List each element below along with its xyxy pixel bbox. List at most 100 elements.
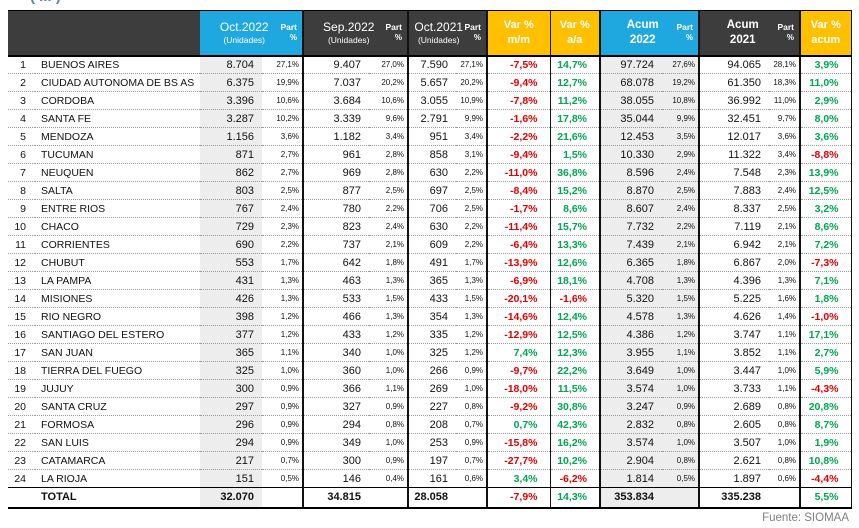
cell-var-acum: 20,8% <box>799 397 852 416</box>
cell-oct2021-part: 2,2% <box>456 217 487 236</box>
cell-acum2022-part: 10,8% <box>662 91 699 110</box>
cell-var-aa: 15,2% <box>549 181 600 200</box>
cell-var-acum: -8,8% <box>799 145 852 164</box>
cell-sep2022: 3.684 <box>302 91 369 110</box>
cell-sep2022-part: 2,5% <box>369 181 408 200</box>
cell-oct2021: 858 <box>407 145 456 164</box>
cell-oct2022-part: 3,6% <box>262 127 303 146</box>
table-row: 10 CHACO 729 2,3% 823 2,4% 630 2,2% -11,4% 15,7% 7… <box>8 217 852 236</box>
part-sublabel: % <box>786 33 794 43</box>
total-row: TOTAL 32.070 34.815 28.058 -7,9% 14,3% 353.834… <box>8 487 852 509</box>
cell-oct2021-part: 3,4% <box>456 127 487 146</box>
cell-oct2022-part: 2,7% <box>262 163 303 182</box>
cell-oct2021-part: 2,2% <box>456 163 487 182</box>
cell-acum2021: 2.621 <box>698 451 769 470</box>
cell-oct2022-part: 0,9% <box>262 415 303 434</box>
cell-acum2022-part: 0,5% <box>662 469 699 488</box>
table-row: 22 SAN LUIS 294 0,9% 349 1,0% 253 0,9% -15,8% 16,… <box>8 433 852 452</box>
table-row: 16 SANTIAGO DEL ESTERO 377 1,2% 433 1,2% 335 1,… <box>8 325 852 344</box>
cell-sep2022: 9.407 <box>302 55 369 74</box>
var-mm-sublabel: m/m <box>507 33 531 46</box>
cell-oct2022: 398 <box>200 307 262 326</box>
cell-oct2021-part: 2,2% <box>456 235 487 254</box>
cell-acum2022: 3.649 <box>599 361 662 380</box>
cell-var-aa: 22,2% <box>549 361 600 380</box>
table-row: 21 FORMOSA 296 0,9% 294 0,8% 208 0,7% 0,7% 42,3% 2… <box>8 415 852 434</box>
cell-var-acum: -7,3% <box>799 253 852 272</box>
cell-oct2022-part: 1,0% <box>262 361 303 380</box>
table-body: 1 BUENOS AIRES 8.704 27,1% 9.407 27,0% 7.590 27… <box>8 55 852 509</box>
cell-acum2022: 8.870 <box>599 181 662 200</box>
cell-oct2022: 377 <box>200 325 262 344</box>
cell-oct2022: 803 <box>200 181 262 200</box>
cell-sep2022: 340 <box>302 343 369 362</box>
cell-oct2022: 300 <box>200 379 262 398</box>
col-header-var-mm: Var % m/m <box>486 10 550 57</box>
cell-var-acum: 5,5% <box>799 487 852 509</box>
cell-oct2021: 197 <box>407 451 456 470</box>
cell-province: TUCUMAN <box>35 145 200 164</box>
oct2021-sublabel: (Unidades) <box>417 34 460 45</box>
cell-acum2022-part: 1,3% <box>662 307 699 326</box>
table-row: 12 CHUBUT 553 1,7% 642 1,8% 491 1,7% -13,9% 12,6%… <box>8 253 852 272</box>
cell-acum2021-part: 1,1% <box>769 379 800 398</box>
cell-var-aa: 18,1% <box>549 271 600 290</box>
table-row: 9 ENTRE RIOS 767 2,4% 780 2,2% 706 2,5% -1,7% 8,6… <box>8 199 852 218</box>
cell-oct2021-part: 0,9% <box>456 361 487 380</box>
cell-oct2022-part: 10,2% <box>262 109 303 128</box>
cell-var-mm: -9,4% <box>486 73 550 92</box>
cell-acum2022: 3.955 <box>599 343 662 362</box>
cell-province: BUENOS AIRES <box>35 55 200 74</box>
cell-acum2022: 2.904 <box>599 451 662 470</box>
cell-oct2021-part: 3,1% <box>456 145 487 164</box>
cell-oct2022-part: 0,7% <box>262 451 303 470</box>
cell-acum2021: 7.119 <box>698 217 769 236</box>
cell-oct2022-part: 0,5% <box>262 469 303 488</box>
cell-oct2021-part: 0,9% <box>456 433 487 452</box>
cell-var-mm: -7,5% <box>486 55 550 74</box>
cell-oct2022: 3.396 <box>200 91 262 110</box>
cell-sep2022-part: 1,3% <box>369 307 408 326</box>
cell-sep2022: 533 <box>302 289 369 308</box>
cell-acum2021: 32.451 <box>698 109 769 128</box>
cell-var-acum: 10,8% <box>799 451 852 470</box>
cell-acum2021: 12.017 <box>698 127 769 146</box>
cell-var-mm: -11,4% <box>486 217 550 236</box>
cell-sep2022-part: 1,0% <box>369 433 408 452</box>
cell-acum2022-part: 2,4% <box>662 163 699 182</box>
cell-sep2022-part: 20,2% <box>369 73 408 92</box>
cell-oct2021: 335 <box>407 325 456 344</box>
cell-acum2021: 3.447 <box>698 361 769 380</box>
cell-oct2022-part: 1,7% <box>262 253 303 272</box>
cell-var-acum: 2,7% <box>799 343 852 362</box>
cell-acum2021-part: 2,1% <box>769 217 800 236</box>
sep2022-label: Sep.2022 <box>323 19 375 34</box>
cell-oct2022-part: 10,6% <box>262 91 303 110</box>
cell-var-aa: 12,6% <box>549 253 600 272</box>
cell-province: NEUQUEN <box>35 163 200 182</box>
cell-var-mm: -9,2% <box>486 397 550 416</box>
cell-oct2022: 3.287 <box>200 109 262 128</box>
cell-acum2021-part: 1,0% <box>769 433 800 452</box>
cell-oct2021-part: 0,7% <box>456 415 487 434</box>
cell-var-aa: -1,6% <box>549 289 600 308</box>
cell-var-acum: 7,1% <box>799 271 852 290</box>
cell-acum2021-part: 0,8% <box>769 397 800 416</box>
cell-acum2022: 2.832 <box>599 415 662 434</box>
cell-oct2021-part: 1,5% <box>456 289 487 308</box>
cell-oct2021-part: 1,7% <box>456 253 487 272</box>
cell-oct2021: 354 <box>407 307 456 326</box>
cell-var-aa: 1,5% <box>549 145 600 164</box>
cell-oct2021: 706 <box>407 199 456 218</box>
cell-province: TOTAL <box>35 487 200 509</box>
cell-var-acum: 8,6% <box>799 217 852 236</box>
cell-sep2022-part: 3,4% <box>369 127 408 146</box>
cell-var-mm: -7,8% <box>486 91 550 110</box>
table-row: 20 SANTA CRUZ 297 0,9% 327 0,9% 227 0,8% -9,2% 30… <box>8 397 852 416</box>
cell-province: SAN LUIS <box>35 433 200 452</box>
cell-oct2021-part: 9,9% <box>456 109 487 128</box>
cell-var-mm: -2,2% <box>486 127 550 146</box>
cell-acum2022: 353.834 <box>599 487 662 509</box>
cell-acum2021-part: 1,6% <box>769 289 800 308</box>
cell-var-acum: 12,5% <box>799 181 852 200</box>
